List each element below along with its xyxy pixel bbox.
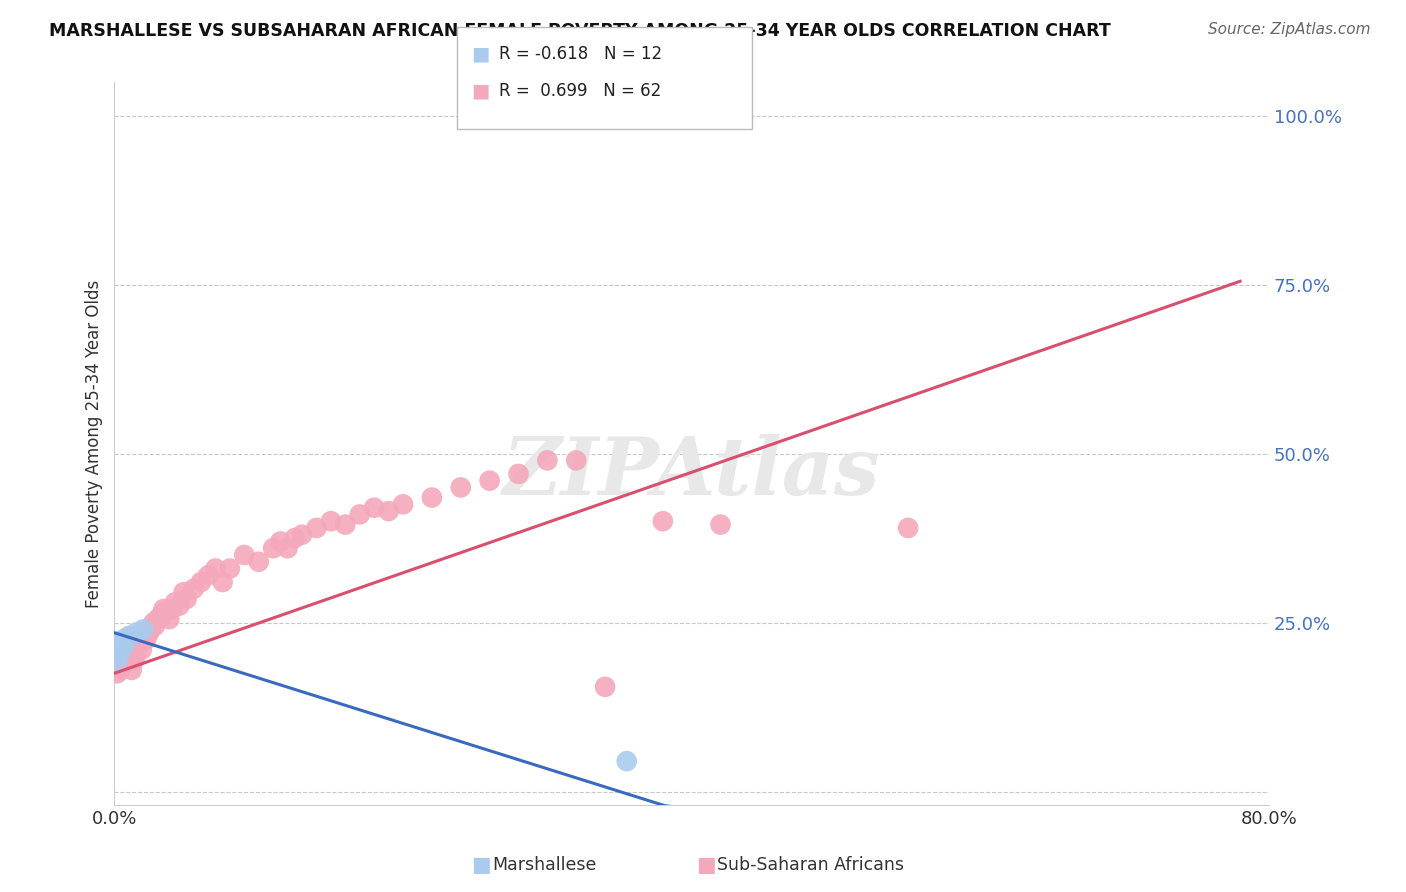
Point <box>176 591 198 606</box>
Point <box>139 623 162 637</box>
Point <box>117 631 139 645</box>
Point <box>616 754 638 768</box>
Point <box>105 666 128 681</box>
Text: R =  0.699   N = 62: R = 0.699 N = 62 <box>499 82 661 100</box>
Text: Marshallese: Marshallese <box>492 856 596 874</box>
Point <box>108 646 131 660</box>
Text: ■: ■ <box>471 44 489 63</box>
Point <box>146 612 169 626</box>
Point <box>135 632 157 647</box>
Point <box>709 517 731 532</box>
Point <box>117 646 139 660</box>
Point <box>173 585 195 599</box>
Point <box>122 649 145 664</box>
Point <box>132 623 155 637</box>
Point <box>142 615 165 630</box>
Point <box>114 637 136 651</box>
Point <box>108 663 131 677</box>
Point <box>124 653 146 667</box>
Point <box>478 474 501 488</box>
Point <box>565 453 588 467</box>
Point <box>125 646 148 660</box>
Point <box>111 653 134 667</box>
Point <box>115 634 138 648</box>
Point <box>111 636 134 650</box>
Text: ■: ■ <box>696 855 716 875</box>
Point <box>129 636 152 650</box>
Text: ■: ■ <box>471 81 489 101</box>
Point <box>211 575 233 590</box>
Point <box>121 663 143 677</box>
Point <box>114 656 136 670</box>
Point <box>125 625 148 640</box>
Point <box>143 619 166 633</box>
Point <box>105 653 128 667</box>
Point <box>269 534 291 549</box>
Point <box>107 639 129 653</box>
Point <box>138 625 160 640</box>
Point <box>112 632 135 647</box>
Point <box>169 599 191 613</box>
Point <box>157 612 180 626</box>
Point <box>115 642 138 657</box>
Point <box>284 531 307 545</box>
Point <box>118 639 141 653</box>
Text: Source: ZipAtlas.com: Source: ZipAtlas.com <box>1208 22 1371 37</box>
Point <box>277 541 299 556</box>
Text: ZIPAtlas: ZIPAtlas <box>503 434 880 511</box>
Text: R = -0.618   N = 12: R = -0.618 N = 12 <box>499 45 662 62</box>
Point <box>149 608 172 623</box>
Point <box>218 561 240 575</box>
Point <box>107 659 129 673</box>
Point <box>132 629 155 643</box>
Point <box>183 582 205 596</box>
Point <box>450 480 472 494</box>
Point <box>247 555 270 569</box>
Point <box>593 680 616 694</box>
Point <box>233 548 256 562</box>
Point <box>319 514 342 528</box>
Point <box>190 575 212 590</box>
Point <box>197 568 219 582</box>
Point <box>349 508 371 522</box>
Point <box>152 602 174 616</box>
Point <box>128 632 150 647</box>
Point <box>392 497 415 511</box>
Point <box>112 649 135 664</box>
Point <box>131 642 153 657</box>
Point <box>262 541 284 556</box>
Point <box>163 595 186 609</box>
Point <box>335 517 357 532</box>
Point <box>897 521 920 535</box>
Point <box>204 561 226 575</box>
Point <box>127 639 149 653</box>
Point <box>420 491 443 505</box>
Text: ■: ■ <box>471 855 491 875</box>
Point <box>508 467 530 481</box>
Point <box>363 500 385 515</box>
Point <box>651 514 673 528</box>
Text: MARSHALLESE VS SUBSAHARAN AFRICAN FEMALE POVERTY AMONG 25-34 YEAR OLDS CORRELATI: MARSHALLESE VS SUBSAHARAN AFRICAN FEMALE… <box>49 22 1111 40</box>
Point <box>118 629 141 643</box>
Point <box>536 453 558 467</box>
Point <box>377 504 399 518</box>
Point <box>291 527 314 541</box>
Point <box>160 602 183 616</box>
Y-axis label: Female Poverty Among 25-34 Year Olds: Female Poverty Among 25-34 Year Olds <box>86 279 103 607</box>
Point <box>305 521 328 535</box>
Point <box>153 606 176 620</box>
Text: Sub-Saharan Africans: Sub-Saharan Africans <box>717 856 904 874</box>
